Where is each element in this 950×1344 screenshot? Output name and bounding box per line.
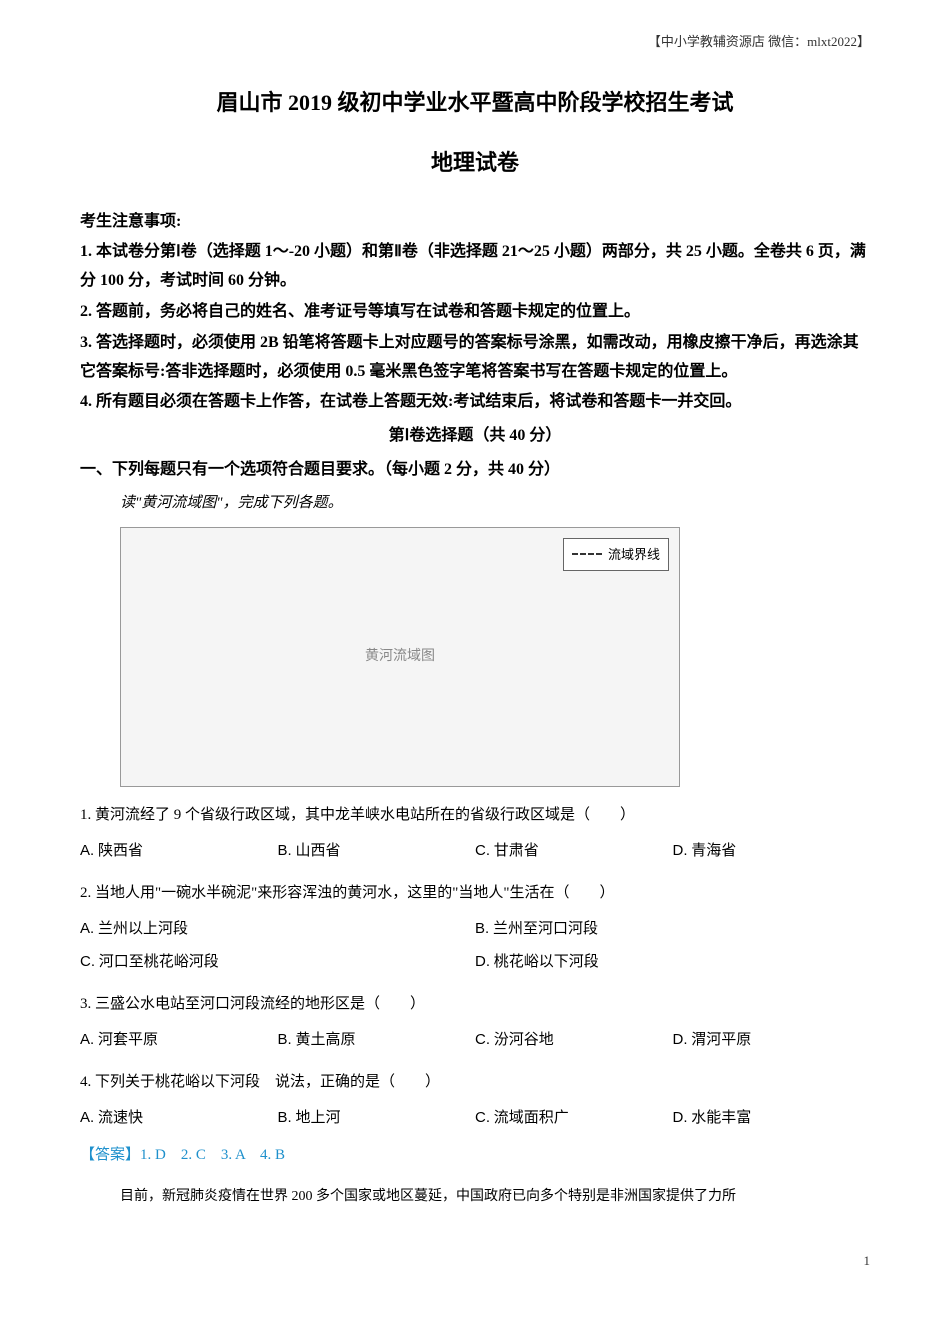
option-4d-label: D.	[673, 1109, 688, 1126]
question-4-text: 4. 下列关于桃花峪以下河段 说法，正确的是（ ）	[80, 1069, 870, 1096]
question-1-text: 1. 黄河流经了 9 个省级行政区域，其中龙羊峡水电站所在的省级行政区域是（ ）	[80, 802, 870, 829]
option-4b: B. 地上河	[278, 1104, 476, 1132]
map-figure: 黄河流域图 流域界线	[120, 527, 680, 787]
option-1b-label: B.	[278, 842, 292, 859]
option-3d-label: D.	[673, 1031, 688, 1048]
answer-block: 【答案】1. D 2. C 3. A 4. B	[80, 1142, 870, 1169]
option-2c: C. 河口至桃花峪河段	[80, 948, 475, 976]
section-header: 第Ⅰ卷选择题（共 40 分）	[80, 422, 870, 451]
option-2d: D. 桃花峪以下河段	[475, 948, 870, 976]
question-1-stem: 黄河流经了 9 个省级行政区域，其中龙羊峡水电站所在的省级行政区域是（ ）	[95, 807, 635, 823]
title-main: 眉山市 2019 级初中学业水平暨高中阶段学校招生考试	[80, 83, 870, 123]
question-2-stem: 当地人用"一碗水半碗泥"来形容浑浊的黄河水，这里的"当地人"生活在（ ）	[95, 885, 615, 901]
option-3b-text: 黄土高原	[295, 1032, 355, 1048]
option-2b-label: B.	[475, 920, 489, 937]
notice-item-4: 4. 所有题目必须在答题卡上作答，在试卷上答题无效:考试结束后，将试卷和答题卡一…	[80, 388, 870, 417]
notice-item-3: 3. 答选择题时，必须使用 2B 铅笔将答题卡上对应题号的答案标号涂黑，如需改动…	[80, 329, 870, 387]
notice-item-2: 2. 答题前，务必将自己的姓名、准考证号等填写在试卷和答题卡规定的位置上。	[80, 298, 870, 327]
option-1c-label: C.	[475, 842, 490, 859]
question-3-stem: 三盛公水电站至河口河段流经的地形区是（ ）	[95, 996, 425, 1012]
question-1-number: 1.	[80, 807, 91, 823]
option-3a: A. 河套平原	[80, 1026, 278, 1054]
question-4-number: 4.	[80, 1074, 91, 1090]
option-4b-label: B.	[278, 1109, 292, 1126]
option-2a: A. 兰州以上河段	[80, 915, 475, 943]
option-2c-text: 河口至桃花峪河段	[99, 954, 219, 970]
question-2-options-row2: C. 河口至桃花峪河段 D. 桃花峪以下河段	[80, 948, 870, 976]
option-3b-label: B.	[278, 1031, 292, 1048]
option-4a-text: 流速快	[98, 1110, 143, 1126]
option-2a-label: A.	[80, 920, 94, 937]
option-4a: A. 流速快	[80, 1104, 278, 1132]
notice-item-1: 1. 本试卷分第Ⅰ卷（选择题 1～-20 小题）和第Ⅱ卷（非选择题 21～25 …	[80, 238, 870, 296]
option-4c-text: 流域面积广	[494, 1110, 569, 1126]
map-legend: 流域界线	[563, 538, 669, 571]
question-3-options: A. 河套平原 B. 黄土高原 C. 汾河谷地 D. 渭河平原	[80, 1026, 870, 1054]
legend-line-icon	[572, 553, 602, 555]
question-2-options-row1: A. 兰州以上河段 B. 兰州至河口河段	[80, 915, 870, 943]
question-4-stem: 下列关于桃花峪以下河段 说法，正确的是（ ）	[95, 1074, 440, 1090]
map-placeholder: 黄河流域图	[365, 644, 435, 669]
option-1a-label: A.	[80, 842, 94, 859]
question-2-number: 2.	[80, 885, 91, 901]
question-3: 3. 三盛公水电站至河口河段流经的地形区是（ ） A. 河套平原 B. 黄土高原…	[80, 991, 870, 1054]
header-note: 【中小学教辅资源店 微信：mlxt2022】	[80, 30, 870, 53]
option-4c-label: C.	[475, 1109, 490, 1126]
question-2: 2. 当地人用"一碗水半碗泥"来形容浑浊的黄河水，这里的"当地人"生活在（ ） …	[80, 880, 870, 976]
option-4d: D. 水能丰富	[673, 1104, 871, 1132]
option-2c-label: C.	[80, 953, 95, 970]
instruction-text: 读"黄河流域图"，完成下列各题。	[120, 490, 870, 517]
option-3c-label: C.	[475, 1031, 490, 1048]
question-1: 1. 黄河流经了 9 个省级行政区域，其中龙羊峡水电站所在的省级行政区域是（ ）…	[80, 802, 870, 865]
option-3a-text: 河套平原	[98, 1032, 158, 1048]
option-3d-text: 渭河平原	[691, 1032, 751, 1048]
answer-text: 1. D 2. C 3. A 4. B	[140, 1147, 285, 1163]
option-1d-text: 青海省	[691, 843, 736, 859]
option-1c: C. 甘肃省	[475, 837, 673, 865]
page-number: 1	[80, 1249, 870, 1272]
option-1d: D. 青海省	[673, 837, 871, 865]
option-4a-label: A.	[80, 1109, 94, 1126]
question-1-options: A. 陕西省 B. 山西省 C. 甘肃省 D. 青海省	[80, 837, 870, 865]
answer-label: 【答案】	[80, 1147, 140, 1163]
option-2d-label: D.	[475, 953, 490, 970]
option-4d-text: 水能丰富	[691, 1110, 751, 1126]
option-3d: D. 渭河平原	[673, 1026, 871, 1054]
legend-label: 流域界线	[608, 543, 660, 566]
question-2-text: 2. 当地人用"一碗水半碗泥"来形容浑浊的黄河水，这里的"当地人"生活在（ ）	[80, 880, 870, 907]
option-3c-text: 汾河谷地	[494, 1032, 554, 1048]
title-sub: 地理试卷	[80, 143, 870, 183]
option-2b: B. 兰州至河口河段	[475, 915, 870, 943]
option-4b-text: 地上河	[295, 1110, 340, 1126]
option-1a: A. 陕西省	[80, 837, 278, 865]
option-2a-text: 兰州以上河段	[98, 921, 188, 937]
option-4c: C. 流域面积广	[475, 1104, 673, 1132]
question-3-number: 3.	[80, 996, 91, 1012]
option-1a-text: 陕西省	[98, 843, 143, 859]
option-3c: C. 汾河谷地	[475, 1026, 673, 1054]
option-1c-text: 甘肃省	[494, 843, 539, 859]
option-2b-text: 兰州至河口河段	[493, 921, 598, 937]
notice-heading: 考生注意事项:	[80, 208, 870, 237]
option-3a-label: A.	[80, 1031, 94, 1048]
question-3-text: 3. 三盛公水电站至河口河段流经的地形区是（ ）	[80, 991, 870, 1018]
option-1b-text: 山西省	[295, 843, 340, 859]
question-4-options: A. 流速快 B. 地上河 C. 流域面积广 D. 水能丰富	[80, 1104, 870, 1132]
post-text: 目前，新冠肺炎疫情在世界 200 多个国家或地区蔓延，中国政府已向多个特别是非洲…	[120, 1184, 870, 1209]
option-3b: B. 黄土高原	[278, 1026, 476, 1054]
option-1b: B. 山西省	[278, 837, 476, 865]
question-4: 4. 下列关于桃花峪以下河段 说法，正确的是（ ） A. 流速快 B. 地上河 …	[80, 1069, 870, 1132]
option-1d-label: D.	[673, 842, 688, 859]
option-2d-text: 桃花峪以下河段	[494, 954, 599, 970]
section-title: 一、下列每题只有一个选项符合题目要求。（每小题 2 分，共 40 分）	[80, 456, 870, 485]
